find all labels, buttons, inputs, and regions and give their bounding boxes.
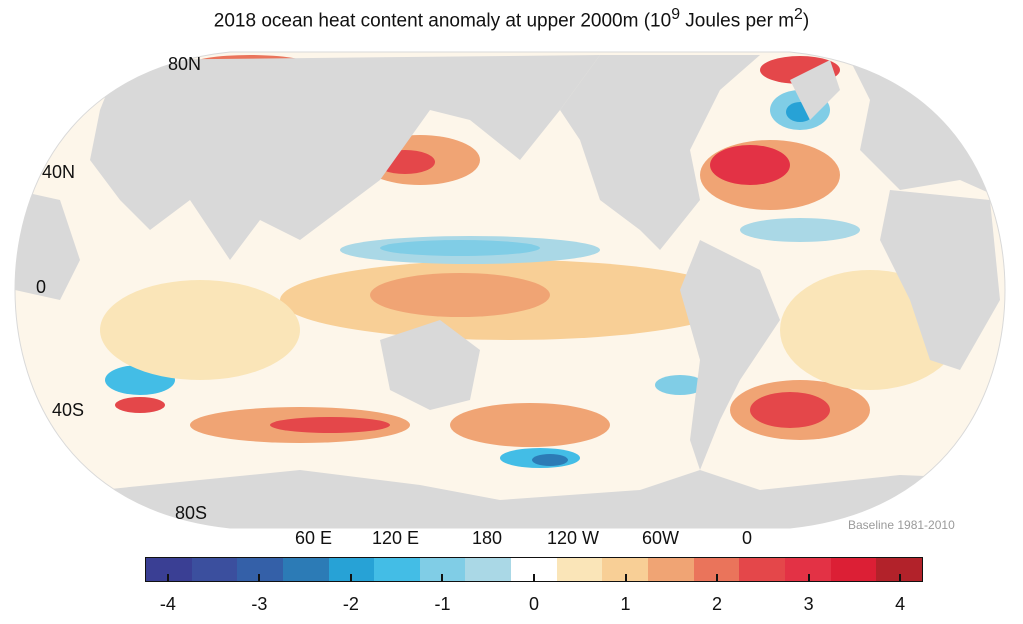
colorbar-bin [191, 558, 238, 581]
colorbar-bin [876, 558, 922, 581]
map-outline [14, 51, 1006, 529]
colorbar-tick-label: 4 [895, 594, 906, 614]
colorbar-tick-label: -3 [251, 594, 268, 614]
colorbar-bin [465, 558, 512, 581]
map-title: 2018 ocean heat content anomaly at upper… [213, 6, 810, 32]
lat-label-0: 0 [36, 277, 47, 297]
colorbar-bin [648, 558, 694, 581]
colorbar-tick-mark [441, 574, 444, 582]
colorbar-bin [511, 558, 557, 581]
lon-label-60w: 60W [642, 528, 680, 548]
colorbar-tick-mark [807, 574, 810, 582]
colorbar-tick-label: -2 [342, 594, 359, 614]
colorbar-tick-label: -1 [434, 594, 451, 614]
colorbar-tick-mark [349, 574, 352, 582]
colorbar-bin [374, 558, 420, 581]
land [15, 55, 1005, 528]
colorbar-tick-label: -4 [159, 594, 176, 614]
colorbar-tick-mark [624, 574, 627, 582]
colorbar-bin [693, 558, 740, 581]
colorbar-tick-mark [166, 574, 169, 582]
colorbar-bin [237, 558, 283, 581]
colorbar-tick-label: 1 [620, 594, 631, 614]
lon-label-180: 180 [472, 528, 503, 548]
lat-label-80s: 80S [175, 503, 208, 523]
colorbar-bin [739, 558, 785, 581]
lon-label-120w: 120 W [547, 528, 600, 548]
colorbar-bin [419, 558, 466, 581]
colorbar-bin [282, 558, 329, 581]
colorbar-tick-mark [899, 574, 902, 582]
anomaly-field [100, 55, 960, 468]
baseline-note: Baseline 1981-2010 [848, 518, 955, 532]
lon-label-0: 0 [742, 528, 753, 548]
colorbar-tick-label: 2 [712, 594, 723, 614]
colorbar-bin [784, 558, 831, 581]
colorbar-bin [602, 558, 649, 581]
colorbar-tick-label: 3 [803, 594, 814, 614]
colorbar-bin [146, 558, 192, 581]
colorbar-tick-mark [533, 574, 535, 582]
lon-label-120e: 120 E [372, 528, 420, 548]
colorbar-bin [830, 558, 877, 581]
colorbar-bin [328, 558, 375, 581]
colorbar-bin [556, 558, 603, 581]
lat-label-80n: 80N [168, 54, 202, 74]
colorbar-tick-mark [258, 574, 261, 582]
colorbar-tick-label: 0 [528, 594, 540, 614]
lat-label-40n: 40N [42, 162, 76, 182]
lat-label-40s: 40S [52, 400, 85, 420]
lon-label-60e: 60 E [295, 528, 333, 548]
colorbar-tick-mark [716, 574, 719, 582]
